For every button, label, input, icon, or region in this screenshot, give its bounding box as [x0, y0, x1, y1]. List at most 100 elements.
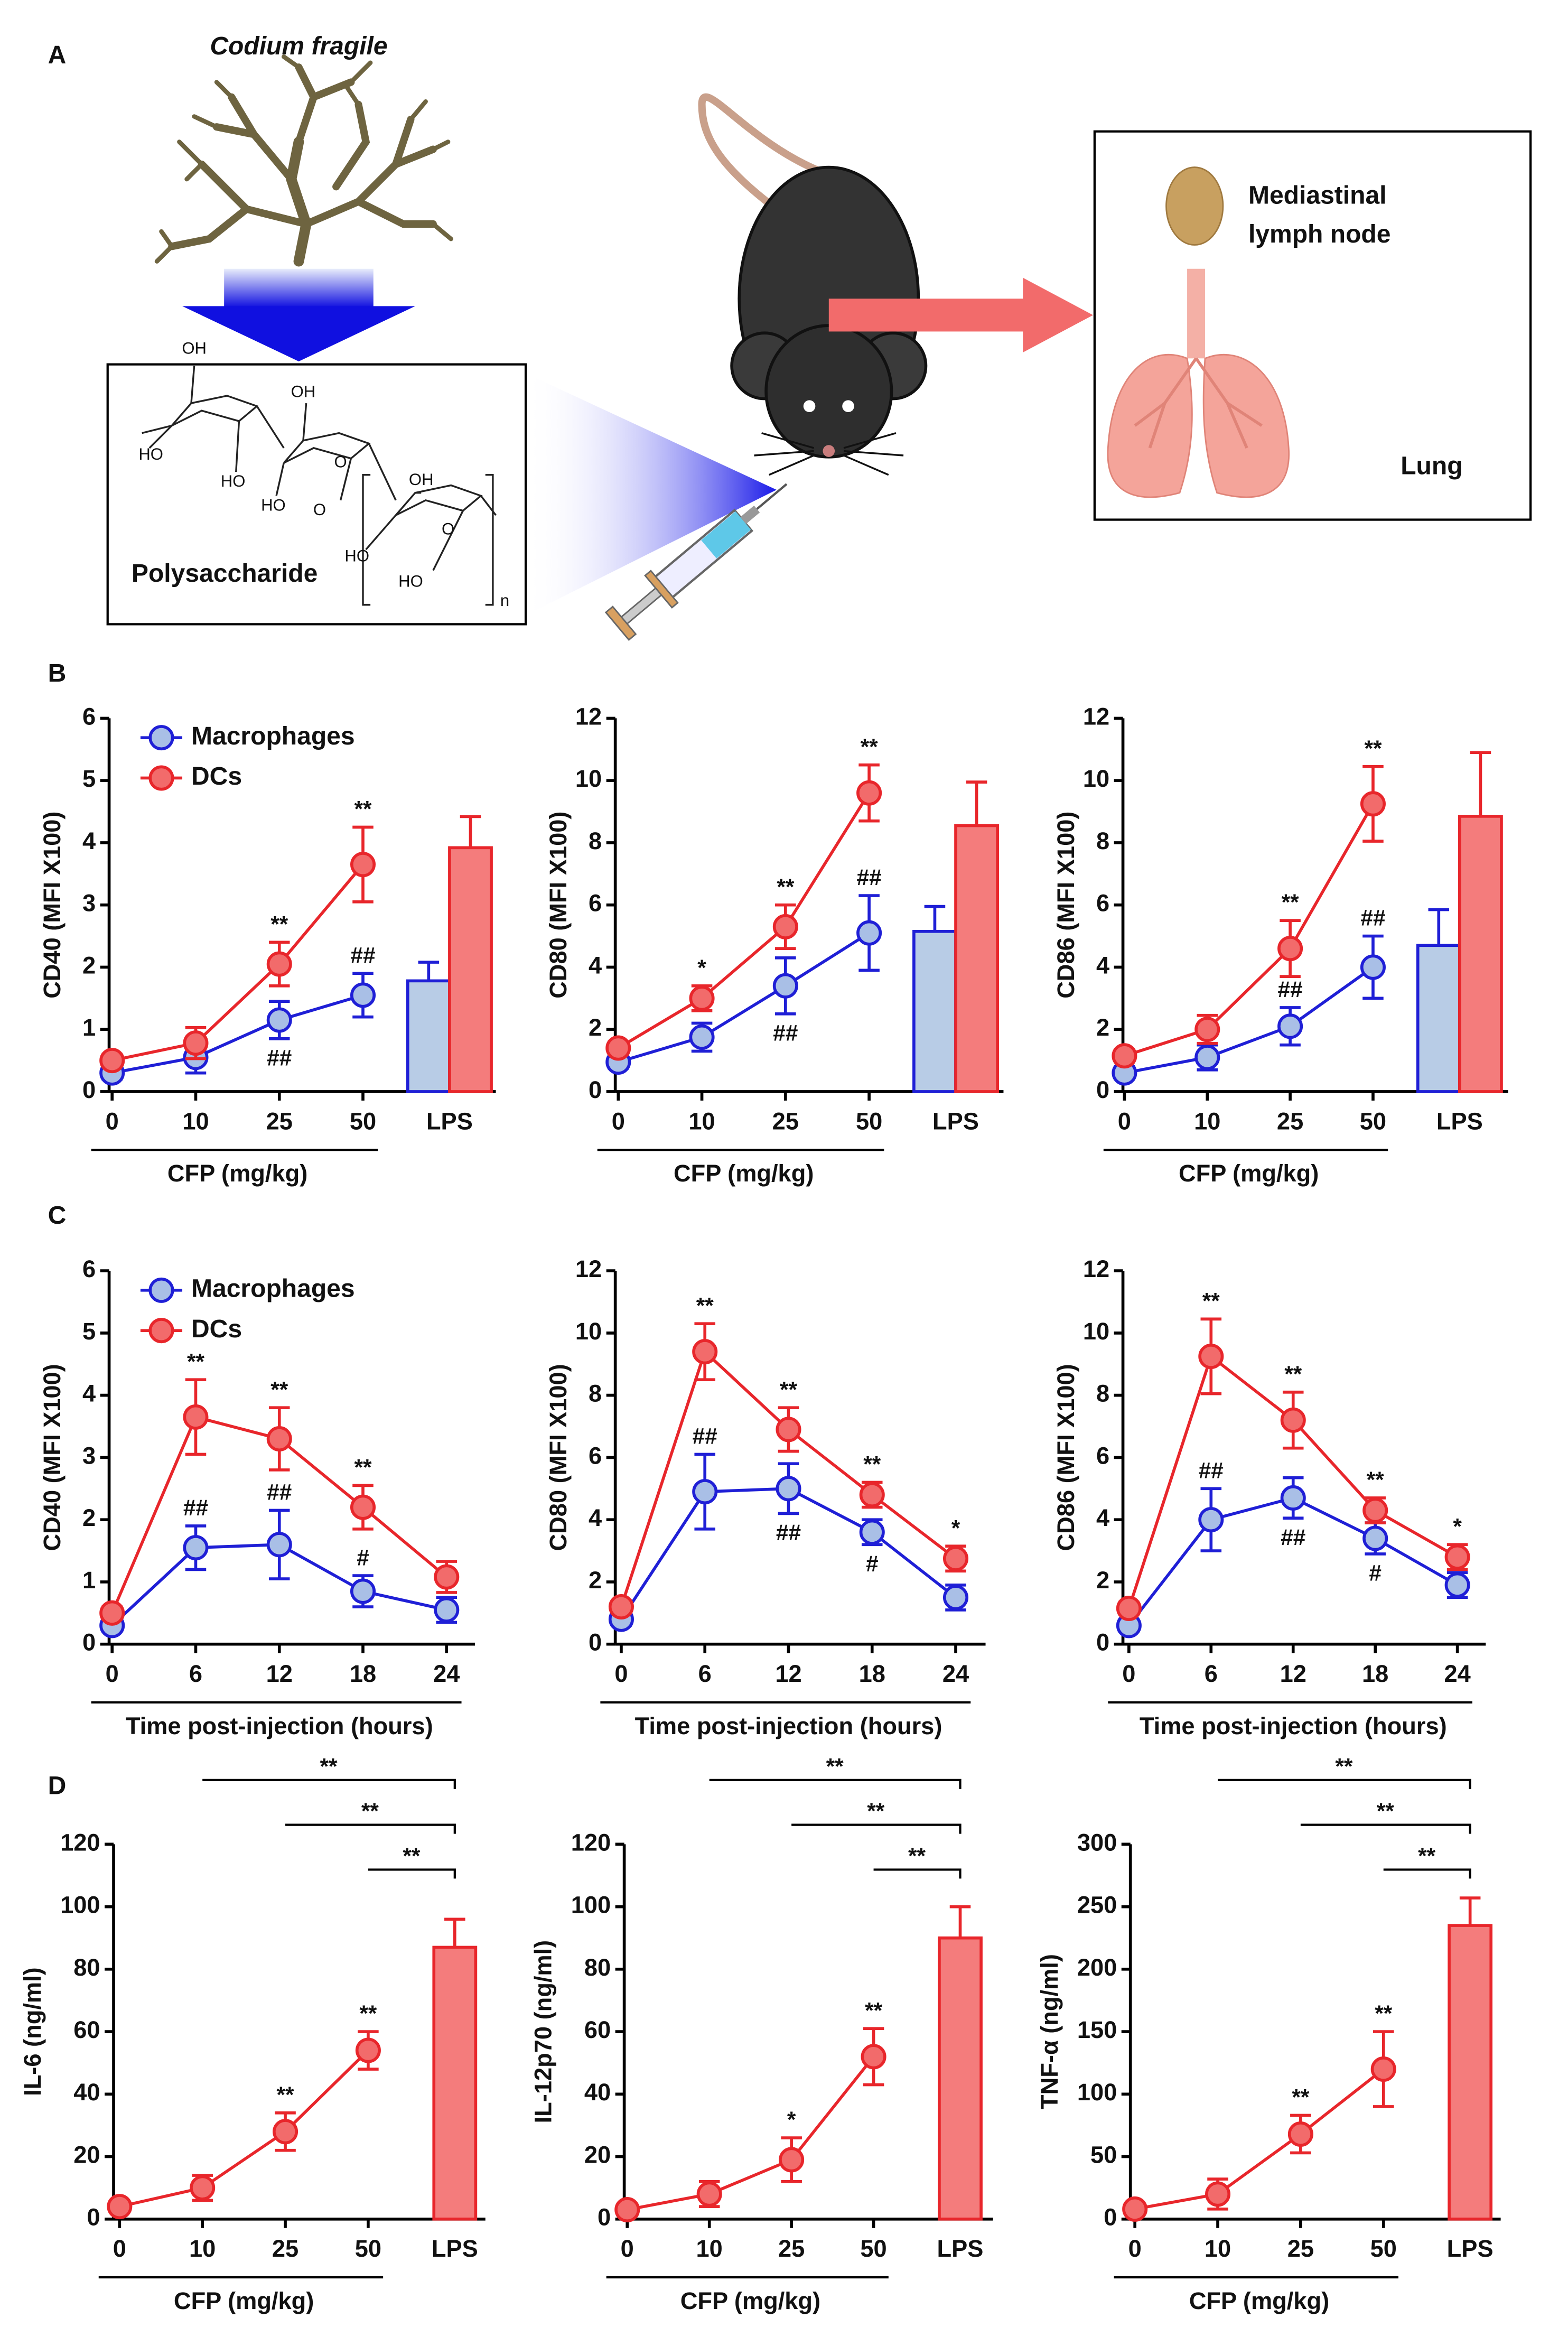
- y-tick-label: 200: [1077, 1954, 1117, 1981]
- y-axis-label: CD80 (MFI X100): [545, 812, 572, 999]
- series-line: [111, 863, 365, 1062]
- marker: [1370, 2056, 1396, 2082]
- organs-part: [1107, 353, 1193, 498]
- y-tick-label: 300: [1077, 1829, 1117, 1856]
- bar: [1448, 1924, 1493, 2221]
- marker: [183, 1535, 209, 1561]
- marker: [1112, 1043, 1137, 1069]
- y-tick-label: 12: [1083, 1255, 1109, 1282]
- arrow-down-part: [182, 306, 415, 361]
- marker: [1444, 1572, 1470, 1598]
- x-axis-label: Time post-injection (hours): [635, 1712, 942, 1739]
- organs-part: [1187, 268, 1205, 359]
- significance: **: [863, 1452, 881, 1477]
- x-tick-label: 25: [1277, 1107, 1303, 1134]
- syringe: [604, 483, 788, 641]
- x-tick-label: 18: [350, 1660, 376, 1687]
- atom-label: OH: [182, 339, 207, 358]
- y-tick-label: 50: [1090, 2141, 1117, 2168]
- marker: [350, 982, 376, 1008]
- x-tick-label: 10: [189, 2235, 216, 2262]
- legend-marker: [148, 1318, 174, 1344]
- y-tick-label: 12: [1083, 703, 1109, 730]
- bracket: [873, 1868, 962, 1879]
- seaweed: [154, 54, 453, 267]
- significance: **: [1282, 890, 1299, 915]
- marker: [183, 1404, 209, 1430]
- organs-part: [1134, 357, 1263, 449]
- y-tick-label: 6: [82, 1255, 96, 1282]
- y-tick-label: 4: [1096, 952, 1109, 979]
- marker: [608, 1594, 634, 1620]
- x-tick-label: 0: [612, 1107, 625, 1134]
- y-tick-label: 2: [1096, 1014, 1109, 1041]
- significance: *: [697, 955, 706, 980]
- syringe-part: [740, 505, 760, 524]
- marker: [614, 2197, 640, 2223]
- x-tick-label: 0: [1128, 2235, 1142, 2262]
- y-tick-label: 40: [584, 2079, 611, 2106]
- x-tick-label: 6: [698, 1660, 712, 1687]
- legend-label: Macrophages: [191, 1275, 355, 1303]
- legend-marker: [148, 725, 174, 751]
- bracket-label: **: [320, 1754, 338, 1779]
- x-tick-label: 10: [182, 1107, 209, 1134]
- marker: [856, 920, 882, 946]
- marker: [434, 1597, 460, 1623]
- significance: **: [1202, 1288, 1220, 1313]
- significance: **: [777, 874, 794, 899]
- significance: **: [1284, 1362, 1302, 1386]
- panel-label: D: [48, 1772, 67, 1800]
- atom-label: HO: [398, 572, 423, 590]
- marker: [190, 2175, 216, 2201]
- marker: [350, 1494, 376, 1520]
- bracket: [1300, 1823, 1471, 1834]
- marker: [99, 1048, 125, 1074]
- legend-marker: [148, 1277, 174, 1303]
- atom-label: HO: [344, 546, 369, 565]
- marker: [355, 2037, 381, 2063]
- y-tick-label: 0: [87, 2204, 100, 2231]
- marker: [434, 1564, 460, 1590]
- bracket-label: **: [403, 1844, 420, 1868]
- marker: [1280, 1407, 1306, 1433]
- mouse-part: [842, 400, 854, 413]
- bracket-label: **: [361, 1799, 379, 1823]
- marker: [266, 1426, 292, 1452]
- y-tick-label: 100: [1077, 2079, 1117, 2106]
- significance: **: [277, 2082, 294, 2107]
- significance: ##: [1360, 906, 1385, 930]
- x-tick-label: 6: [189, 1660, 202, 1687]
- y-tick-label: 3: [82, 890, 96, 917]
- significance: ##: [1278, 977, 1303, 1002]
- y-tick-label: 2: [589, 1567, 602, 1594]
- structure-bonds-part: [142, 366, 497, 571]
- bracket: [285, 1823, 456, 1834]
- marker: [273, 2119, 298, 2145]
- y-tick-label: 0: [589, 1076, 602, 1103]
- y-tick-label: 1: [82, 1014, 96, 1041]
- y-tick-label: 10: [575, 1318, 602, 1345]
- significance: #: [357, 1545, 369, 1570]
- bar: [1458, 815, 1503, 1093]
- x-tick-label: 0: [621, 2235, 634, 2262]
- bar: [912, 929, 957, 1093]
- bracket: [202, 1779, 456, 1789]
- x-tick-label: 25: [266, 1107, 293, 1134]
- marker: [779, 2147, 805, 2173]
- x-tick-label: LPS: [932, 1107, 979, 1134]
- y-tick-label: 150: [1077, 2016, 1117, 2043]
- organ-label: Lung: [1401, 452, 1462, 480]
- x-tick-label: 10: [1205, 2235, 1231, 2262]
- y-tick-label: 6: [1096, 890, 1109, 917]
- significance: ##: [857, 865, 882, 890]
- y-axis-label: TNF-α (ng/ml): [1036, 1954, 1063, 2109]
- x-tick-label: 50: [1370, 2235, 1397, 2262]
- x-tick-label: LPS: [432, 2235, 478, 2262]
- x-tick-label: LPS: [426, 1107, 473, 1134]
- significance: **: [1292, 2085, 1309, 2110]
- y-tick-label: 2: [82, 952, 96, 979]
- syringe-part: [756, 483, 788, 510]
- marker: [1277, 1013, 1303, 1039]
